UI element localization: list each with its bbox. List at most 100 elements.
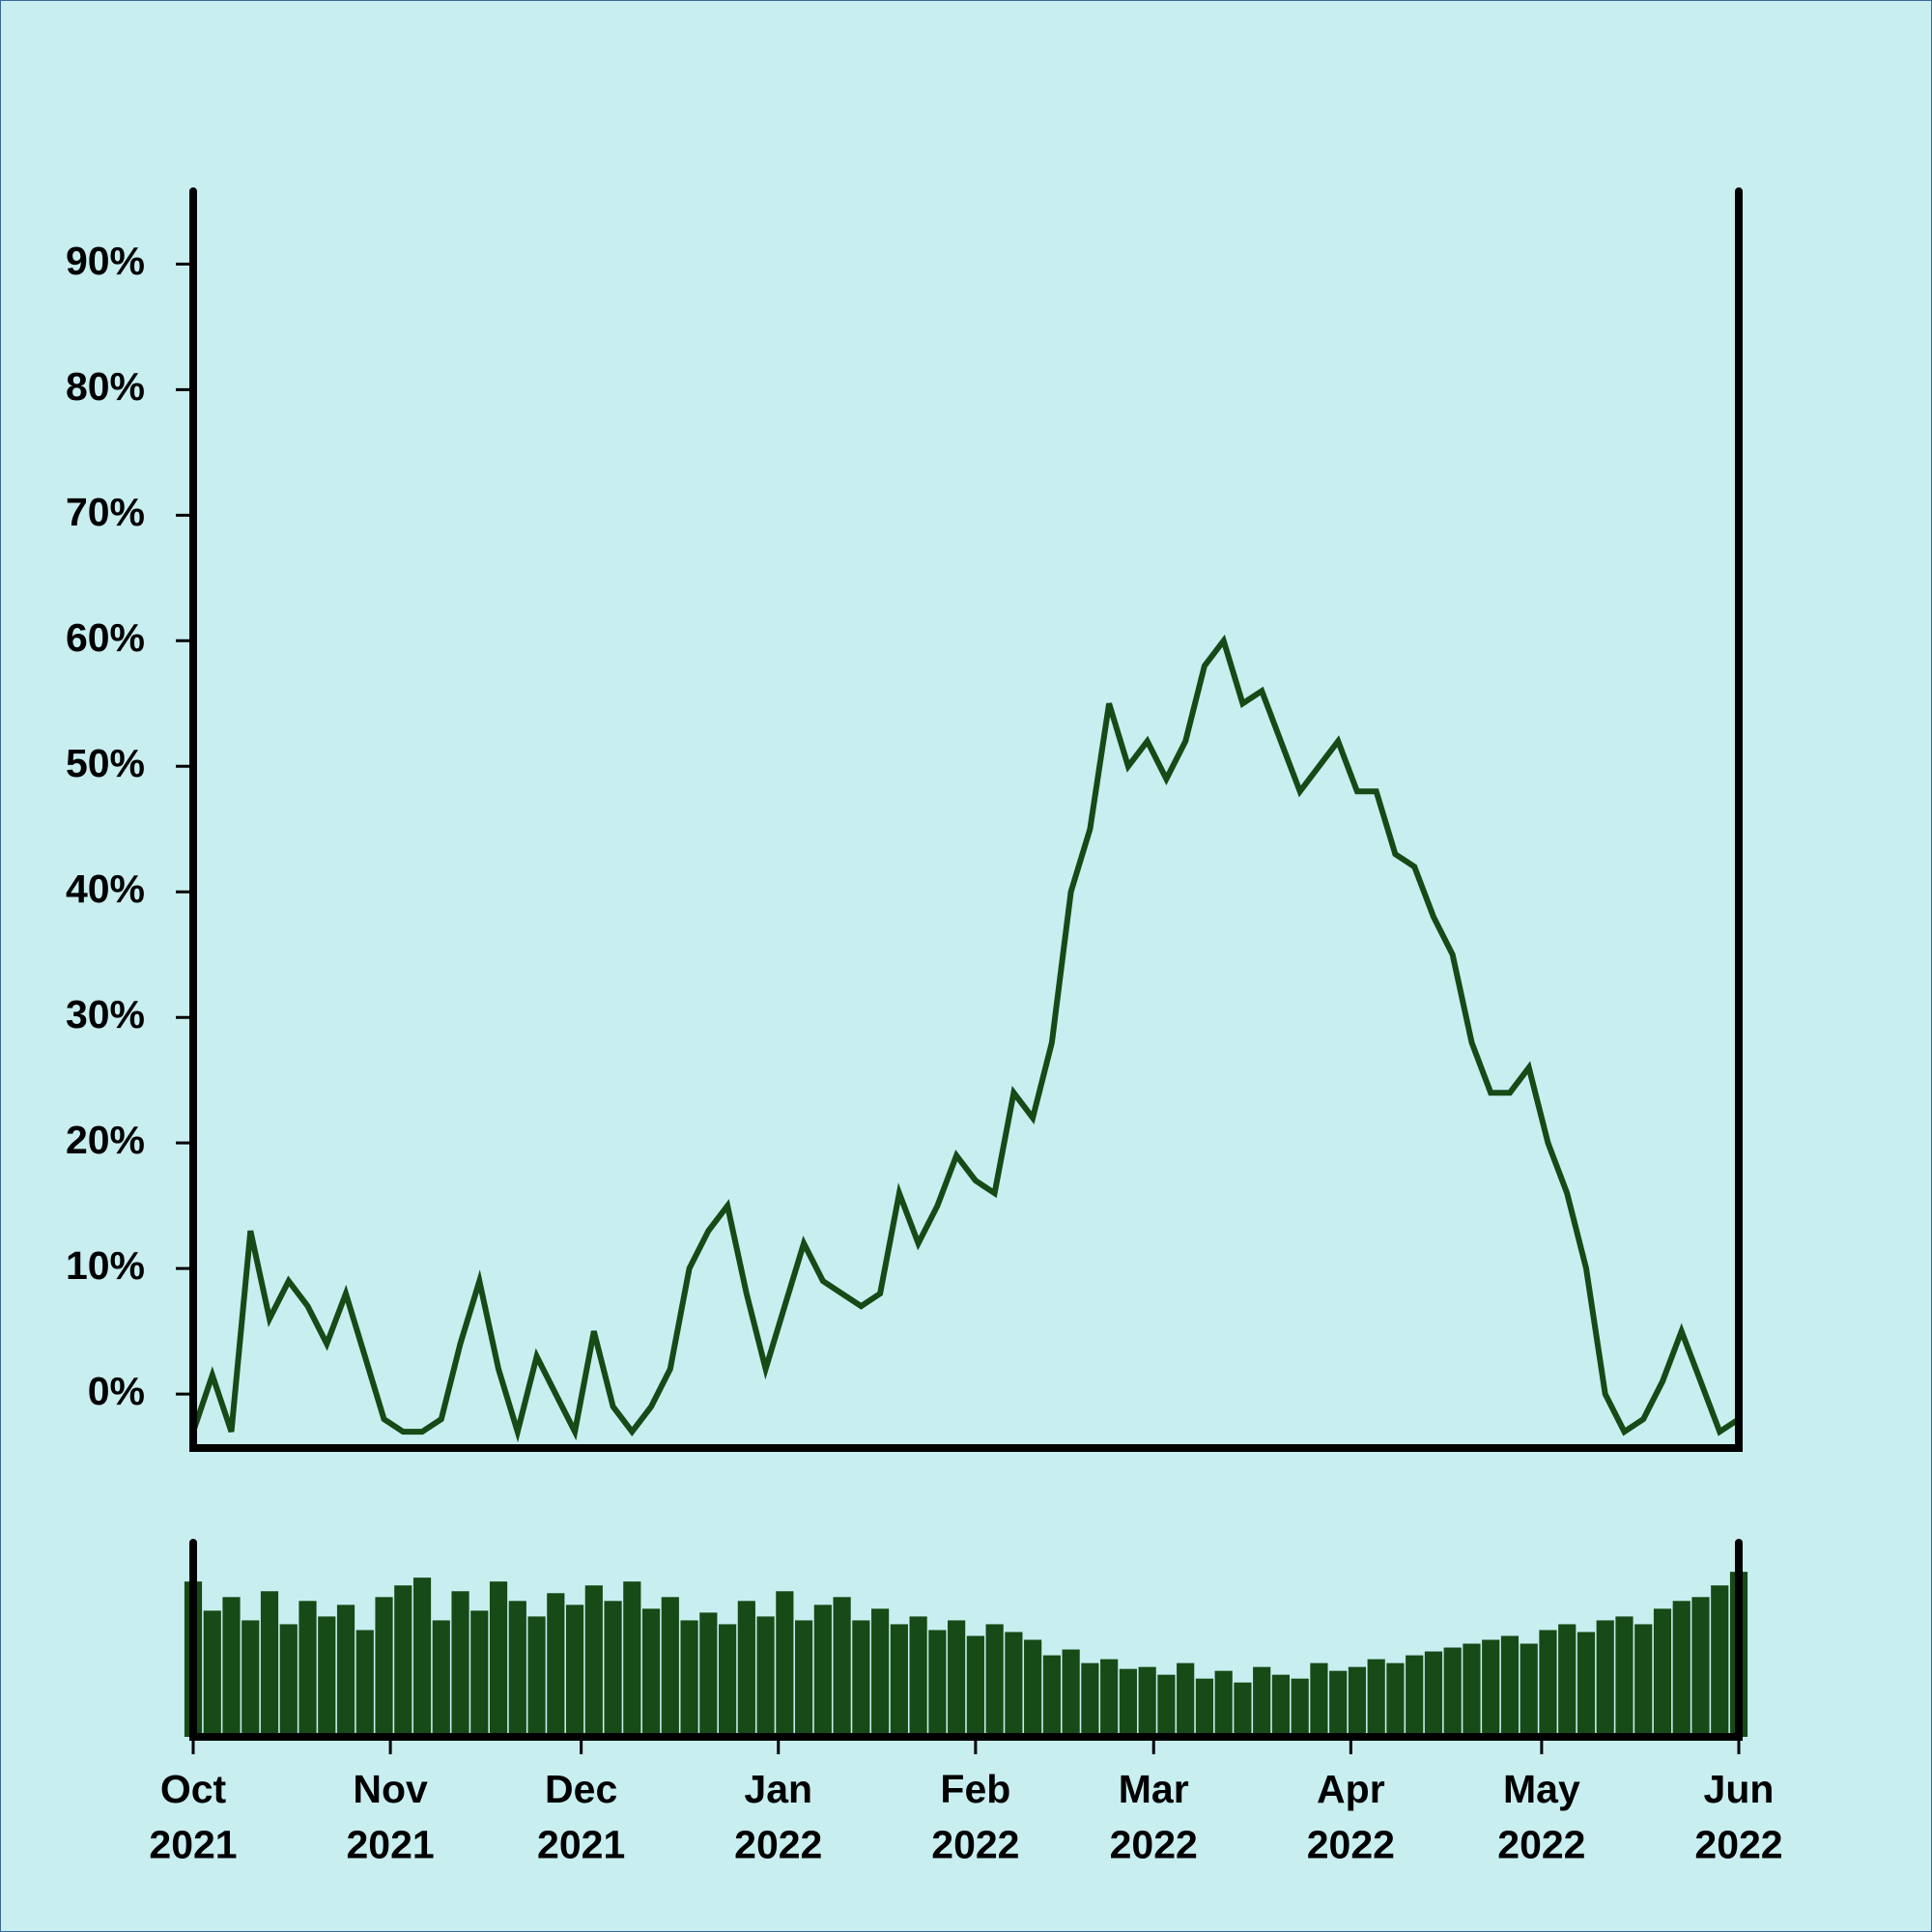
bar	[412, 1577, 432, 1737]
bar	[1558, 1624, 1577, 1737]
y-tick-label: 70%	[66, 490, 145, 534]
bar	[547, 1593, 565, 1737]
bar	[1234, 1682, 1252, 1737]
bar	[394, 1585, 412, 1737]
bar	[242, 1620, 260, 1737]
x-tick-label-line: Jan	[744, 1767, 812, 1811]
y-tick-label: 50%	[66, 741, 145, 785]
bar	[432, 1620, 450, 1737]
bar	[1672, 1601, 1690, 1737]
bar	[1271, 1674, 1291, 1737]
bar	[699, 1612, 718, 1737]
bar	[641, 1608, 661, 1737]
bar	[1424, 1651, 1443, 1737]
bar	[336, 1605, 355, 1737]
y-tick-label: 20%	[66, 1118, 145, 1162]
x-tick-label-line: Mar	[1119, 1767, 1189, 1811]
bar	[1539, 1630, 1557, 1737]
bar	[489, 1581, 508, 1737]
bar	[1310, 1662, 1328, 1737]
x-tick-label-line: 2021	[537, 1822, 625, 1866]
bar	[470, 1610, 489, 1737]
bar	[1329, 1670, 1348, 1737]
bar	[1348, 1666, 1367, 1737]
bar	[1386, 1662, 1405, 1737]
bar	[1100, 1659, 1119, 1737]
x-tick-label-line: 2022	[1110, 1822, 1198, 1866]
bar	[1596, 1620, 1614, 1737]
bar	[985, 1624, 1004, 1737]
x-tick-label: Jun 2022	[1694, 1767, 1782, 1866]
bar	[909, 1616, 927, 1737]
bar	[1024, 1639, 1042, 1737]
bar	[1711, 1585, 1729, 1737]
bar	[1042, 1655, 1061, 1737]
bar	[966, 1635, 984, 1737]
x-tick-label-line: Dec	[545, 1767, 617, 1811]
frame	[189, 1539, 1743, 1741]
bar	[1214, 1670, 1233, 1737]
bar	[871, 1608, 890, 1737]
x-tick-label: Feb 2022	[931, 1767, 1019, 1866]
bar	[1081, 1662, 1099, 1737]
x-tick-label: Apr 2022	[1307, 1767, 1395, 1866]
x-tick-label-line: Nov	[353, 1767, 428, 1811]
bar	[833, 1597, 851, 1737]
bar	[375, 1597, 393, 1737]
bar	[737, 1601, 755, 1737]
bar	[719, 1624, 737, 1737]
bar	[604, 1601, 622, 1737]
y-tick-label: 30%	[66, 992, 145, 1037]
x-tick-label-line: 2022	[931, 1822, 1019, 1866]
bar	[1615, 1616, 1634, 1737]
bar	[1177, 1662, 1195, 1737]
bar	[1500, 1635, 1520, 1737]
y-tick-label: 90%	[66, 239, 145, 283]
bar	[1157, 1674, 1176, 1737]
bar	[623, 1581, 641, 1737]
x-tick-label-line: 2022	[1307, 1822, 1395, 1866]
x-tick-label-line: 2022	[734, 1822, 822, 1866]
bar	[928, 1630, 947, 1737]
bar	[584, 1585, 603, 1737]
bar	[948, 1620, 966, 1737]
x-tick-label: Dec 2021	[537, 1767, 625, 1866]
bar	[661, 1597, 679, 1737]
x-tick-label-line: 2021	[347, 1822, 435, 1866]
bar	[1406, 1655, 1424, 1737]
x-tick-label-line: Feb	[940, 1767, 1010, 1811]
bar	[890, 1624, 908, 1737]
x-tick-label-line: 2021	[149, 1822, 237, 1866]
bar	[1005, 1632, 1023, 1737]
x-tick-label-line: 2022	[1694, 1822, 1782, 1866]
x-tick-label-line: 2022	[1497, 1822, 1585, 1866]
x-tick-label: Nov 2021	[347, 1767, 435, 1866]
bar	[1062, 1649, 1080, 1737]
bar	[203, 1610, 221, 1737]
data-line	[190, 634, 1741, 1443]
bar	[1195, 1678, 1213, 1737]
bar	[1367, 1659, 1385, 1737]
frame	[189, 187, 1743, 1452]
bar	[451, 1591, 469, 1737]
y-tick-label: 0%	[88, 1369, 145, 1413]
bar	[318, 1616, 336, 1737]
bar	[776, 1591, 794, 1737]
bar	[508, 1601, 526, 1737]
bar	[813, 1605, 832, 1737]
bar	[795, 1620, 813, 1737]
bar	[1119, 1668, 1137, 1737]
bar	[680, 1620, 698, 1737]
bar	[279, 1624, 298, 1737]
bar	[1520, 1643, 1538, 1737]
x-tick-label: Oct 2021	[149, 1767, 237, 1866]
x-tick-label-line: Apr	[1317, 1767, 1385, 1811]
bar	[355, 1630, 374, 1737]
x-tick-label-line: Jun	[1704, 1767, 1775, 1811]
y-tick-label: 10%	[66, 1243, 145, 1288]
y-tick-label: 80%	[66, 364, 145, 409]
bar	[852, 1620, 870, 1737]
x-tick-label-line: May	[1503, 1767, 1580, 1811]
